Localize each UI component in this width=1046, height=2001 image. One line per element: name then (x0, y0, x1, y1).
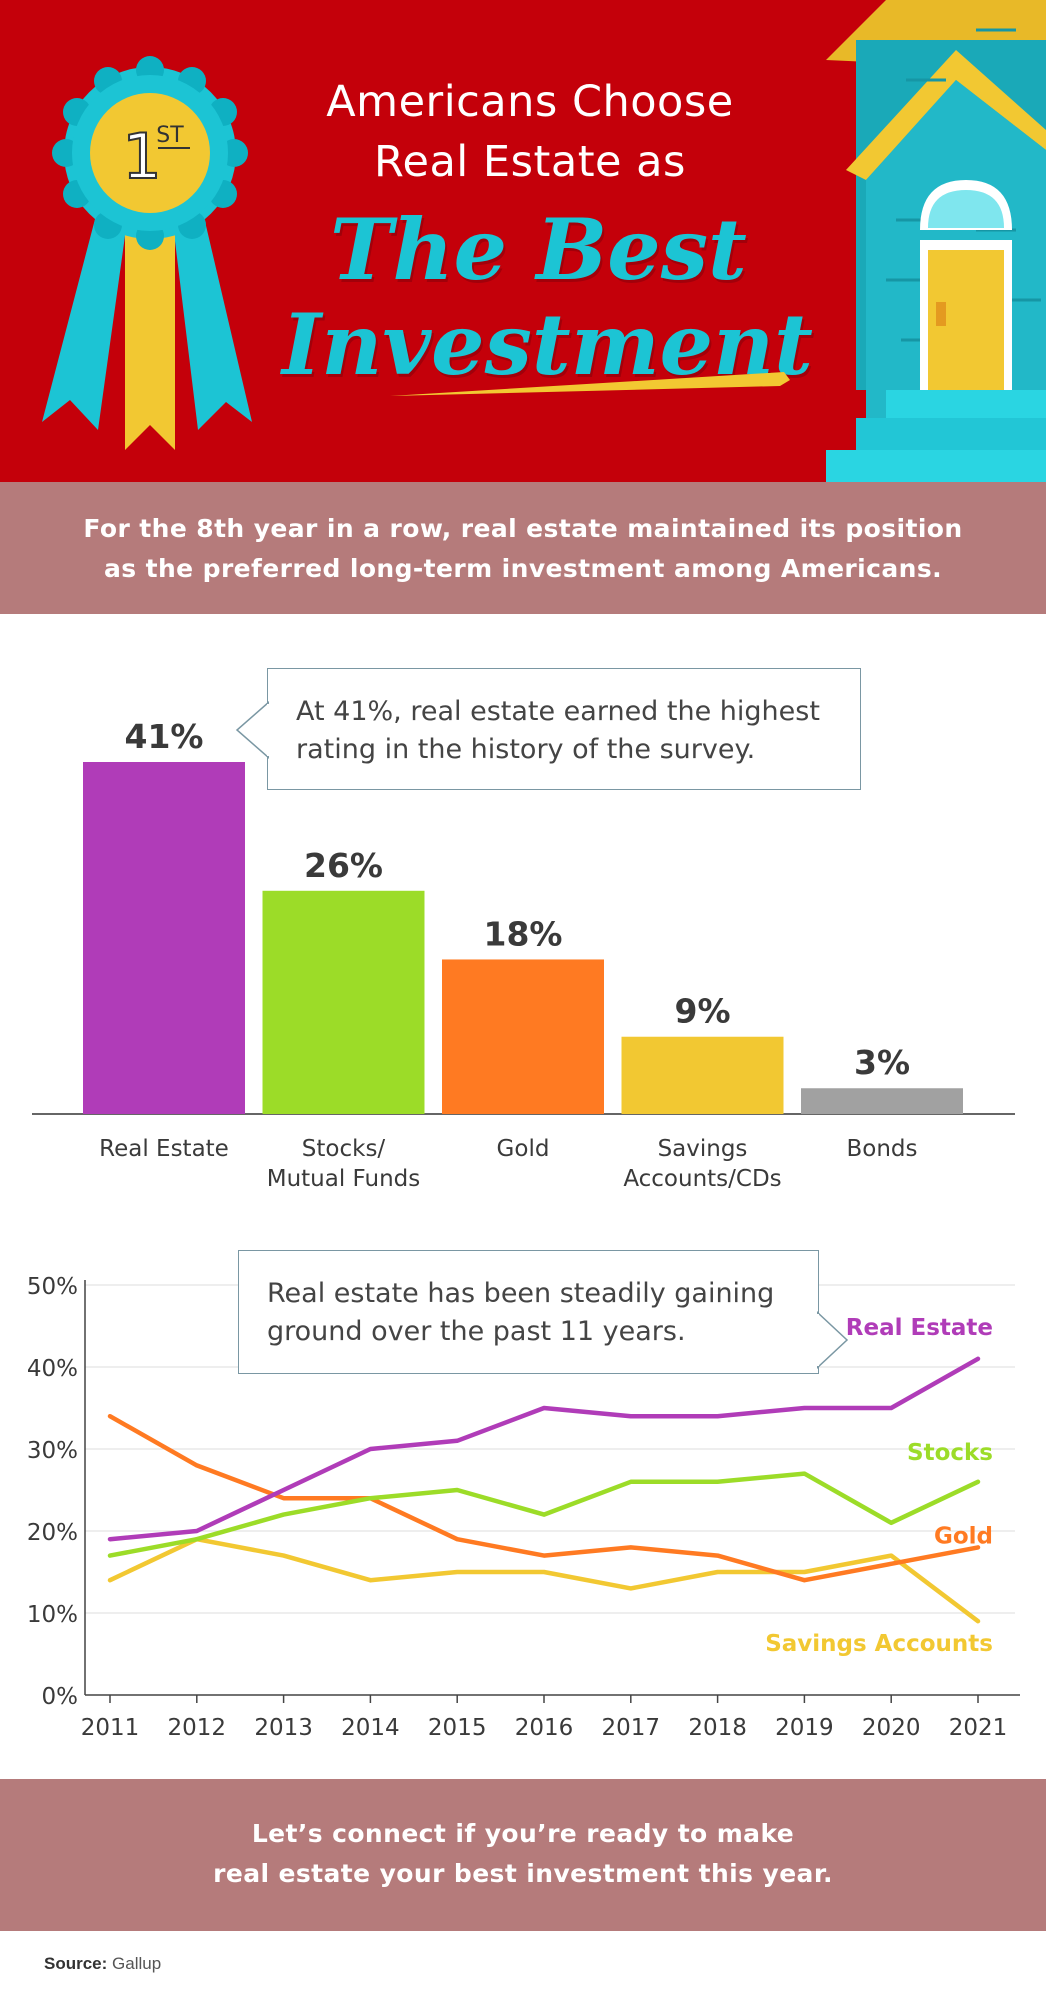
intro-line-1: For the 8th year in a row, real estate m… (83, 514, 963, 543)
line-callout-pointer (817, 1310, 849, 1370)
line-x-tick-label: 2013 (254, 1715, 313, 1741)
bar-callout-line-2: rating in the history of the survey. (296, 734, 756, 765)
line-callout-line-2: ground over the past 11 years. (267, 1316, 686, 1347)
closing-line-2: real estate your best investment this ye… (213, 1859, 833, 1888)
line-series-stocks (107, 1471, 981, 1558)
bar-callout-pointer (235, 701, 269, 759)
headline-line-1: The Best (330, 200, 747, 299)
ribbon-rank: 1 (122, 120, 161, 193)
bar-category-label: Bonds (846, 1136, 917, 1162)
gold-underline-stroke (390, 372, 790, 396)
bar-category-label: Accounts/CDs (623, 1166, 781, 1192)
line-series-label: Savings Accounts (765, 1631, 993, 1657)
line-x-tick-label: 2020 (862, 1715, 921, 1741)
source-value: Gallup (112, 1954, 162, 1973)
line-series-label: Stocks (907, 1440, 993, 1466)
bar-value-label: 18% (484, 914, 563, 953)
bar-category-label: Savings (658, 1136, 748, 1162)
hero-title-line-1: Americans Choose (326, 77, 734, 127)
line-y-tick-label: 50% (27, 1274, 78, 1300)
line-y-tick-label: 20% (27, 1520, 78, 1546)
bar-value-label: 9% (674, 992, 730, 1031)
bar-category-label: Gold (497, 1136, 550, 1162)
bar-callout-line-1: At 41%, real estate earned the highest (296, 696, 820, 727)
bar-category-label: Real Estate (99, 1136, 229, 1162)
line-y-tick-label: 10% (27, 1602, 78, 1628)
line-x-tick-label: 2021 (949, 1715, 1008, 1741)
line-x-tick-label: 2014 (341, 1715, 400, 1741)
bar-chart-callout: At 41%, real estate earned the highest r… (267, 668, 861, 790)
bar-value-label: 41% (125, 717, 204, 756)
closing-line-1: Let’s connect if you’re ready to make (251, 1819, 795, 1848)
line-series-savings-accounts (107, 1536, 981, 1624)
bar-category-label: Stocks/ (302, 1136, 386, 1162)
line-x-tick-label: 2012 (168, 1715, 227, 1741)
first-place-ribbon-icon: 1 ST (42, 56, 252, 450)
line-series-label: Real Estate (846, 1315, 993, 1341)
bar (801, 1088, 963, 1114)
line-y-tick-label: 40% (27, 1356, 78, 1382)
source-label: Source: (44, 1954, 108, 1973)
closing-banner: Let’s connect if you’re ready to make re… (0, 1779, 1046, 1931)
line-chart-callout: Real estate has been steadily gaining gr… (238, 1250, 819, 1374)
bar (262, 890, 425, 1114)
line-x-tick-label: 2017 (602, 1715, 661, 1741)
line-series-real-estate (107, 1356, 981, 1542)
line-x-tick-label: 2016 (515, 1715, 574, 1741)
bar (83, 762, 245, 1114)
line-x-tick-label: 2015 (428, 1715, 487, 1741)
line-x-tick-label: 2019 (775, 1715, 834, 1741)
line-chart: 0% 10% 20% 30% 40% 50% 2011 2012 2013 2014 2015 201… (27, 1274, 1020, 1741)
hero-banner: 1 ST Americans Choose Real Estate as The… (0, 0, 1046, 482)
source-note: Source: Gallup (44, 1954, 161, 1974)
bar-category-label: Mutual Funds (267, 1166, 421, 1192)
intro-line-2: as the preferred long-term investment am… (103, 554, 942, 583)
line-y-tick-label: 30% (27, 1438, 78, 1464)
house-icon (826, 0, 1046, 482)
headline-line-2: Investment (282, 295, 813, 394)
bar-value-label: 3% (854, 1043, 910, 1082)
intro-banner: For the 8th year in a row, real estate m… (0, 482, 1046, 614)
hero-title-line-2: Real Estate as (374, 137, 686, 187)
bar-chart: 41% Real Estate 26% Stocks/Mutual Funds 18% G… (32, 717, 1015, 1192)
line-callout-line-1: Real estate has been steadily gaining (267, 1278, 775, 1309)
line-series-gold (107, 1413, 981, 1583)
bar (442, 959, 604, 1114)
bar-value-label: 26% (304, 846, 383, 885)
line-x-tick-label: 2018 (688, 1715, 747, 1741)
line-series-label: Gold (934, 1523, 993, 1549)
bar (621, 1036, 784, 1114)
ribbon-suffix: ST (156, 123, 184, 148)
line-y-tick-label: 0% (42, 1684, 79, 1710)
line-x-tick-label: 2011 (81, 1715, 140, 1741)
